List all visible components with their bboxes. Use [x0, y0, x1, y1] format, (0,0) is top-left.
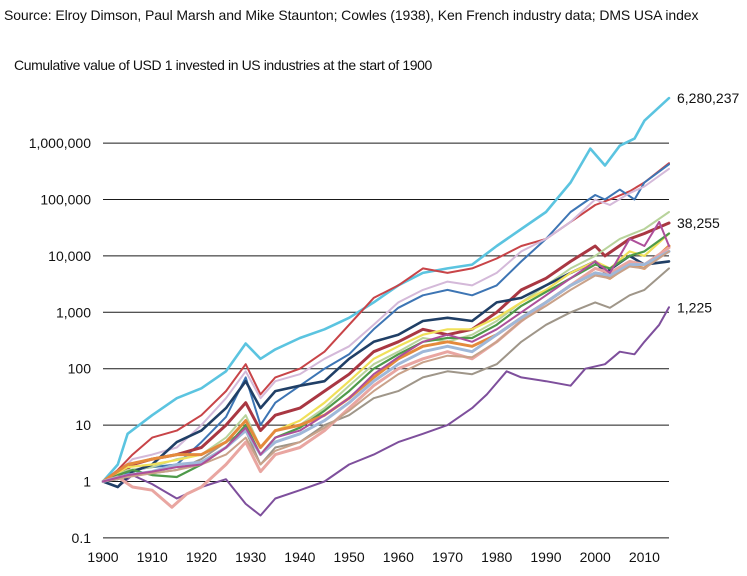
x-tick-label: 1920 — [186, 549, 217, 565]
end-value-labels: 6,280,237 38,255 1,225 — [677, 90, 739, 315]
y-axis-tick-labels: 0.1 1 10 100 1,000 10,000 100,000 1,000,000 — [29, 135, 92, 546]
series-line — [102, 162, 670, 483]
end-value-label: 38,255 — [677, 215, 720, 231]
series-line — [102, 167, 670, 483]
series-lines — [101, 96, 671, 517]
series-line — [101, 221, 671, 483]
source-note: Source: Elroy Dimson, Paul Marsh and Mik… — [4, 7, 699, 23]
x-tick-label: 1930 — [235, 549, 266, 565]
y-tick-label: 1,000,000 — [29, 135, 91, 151]
series-line — [102, 267, 670, 483]
series-line — [101, 246, 671, 509]
series-line — [101, 96, 671, 483]
x-tick-label: 1990 — [530, 549, 561, 565]
x-tick-label: 1910 — [137, 549, 168, 565]
y-tick-label: 100,000 — [40, 192, 91, 208]
x-tick-label: 2000 — [580, 549, 611, 565]
x-tick-label: 2010 — [629, 549, 660, 565]
series-line — [101, 232, 671, 483]
x-tick-label: 1960 — [383, 549, 414, 565]
gridlines — [103, 142, 669, 539]
y-tick-label: 1 — [83, 474, 91, 490]
x-tick-label: 1900 — [87, 549, 118, 565]
end-value-label: 1,225 — [677, 299, 712, 315]
x-tick-label: 1980 — [481, 549, 512, 565]
y-tick-label: 0.1 — [72, 530, 92, 546]
y-tick-label: 1,000 — [56, 304, 91, 320]
y-tick-label: 10,000 — [48, 248, 91, 264]
x-axis-tick-labels: 1900 1910 1920 1930 1940 1950 1960 1970 1980 1990… — [87, 549, 660, 565]
x-tick-label: 1970 — [432, 549, 463, 565]
series-line — [101, 249, 671, 483]
y-tick-label: 10 — [75, 417, 91, 433]
y-tick-label: 100 — [68, 361, 92, 377]
end-value-label: 6,280,237 — [677, 90, 739, 106]
chart-subtitle: Cumulative value of USD 1 invested in US… — [14, 57, 432, 73]
series-line — [102, 220, 670, 483]
x-tick-label: 1950 — [334, 549, 365, 565]
x-tick-label: 1940 — [284, 549, 315, 565]
